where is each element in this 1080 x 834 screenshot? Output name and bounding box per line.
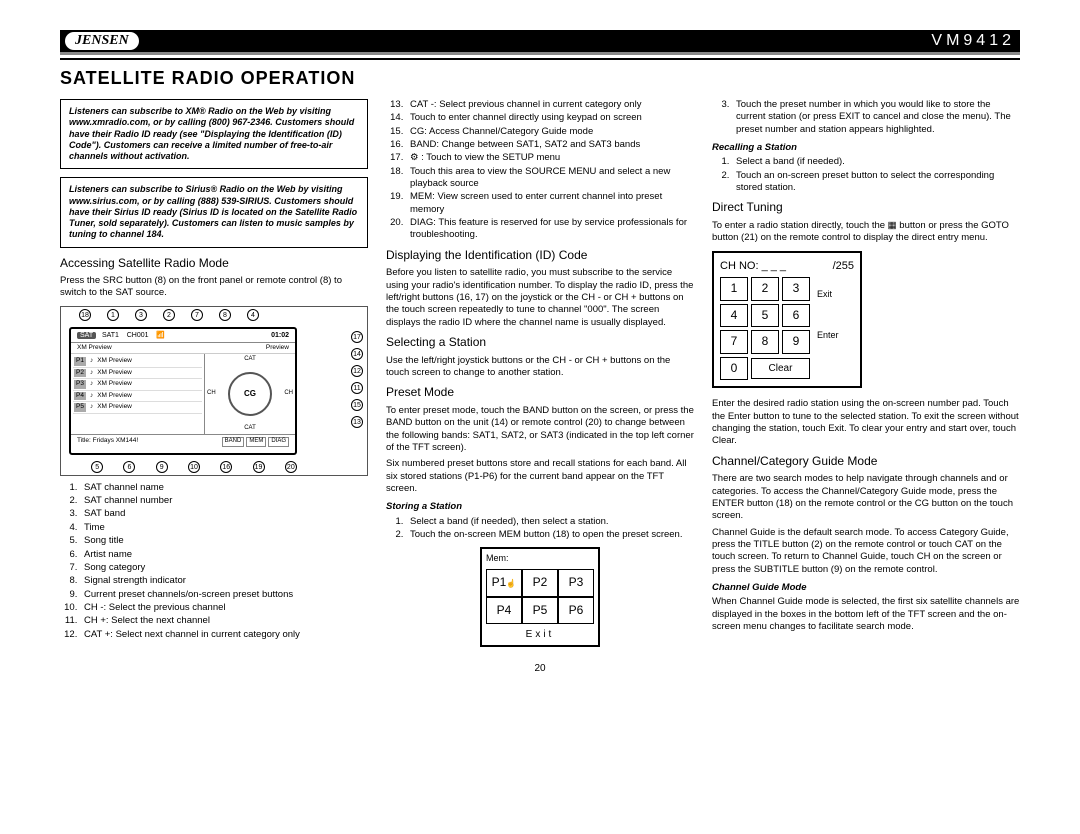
- p-preset-2: Six numbered preset buttons store and re…: [386, 458, 694, 495]
- heading-preset: Preset Mode: [386, 385, 694, 401]
- keypad-grid: 1 2 3 Exit 4 5 6 7 8 9 Enter 0 Clear: [720, 277, 854, 380]
- list-item: BAND: Change between SAT1, SAT2 and SAT3…: [406, 139, 694, 151]
- p-preset-1: To enter preset mode, touch the BAND but…: [386, 405, 694, 454]
- mem-p6[interactable]: P6: [558, 597, 594, 625]
- heading-id-code: Displaying the Identification (ID) Code: [386, 248, 694, 264]
- p-selecting: Use the left/right joystick buttons or t…: [386, 355, 694, 380]
- mem-title: Mem:: [486, 553, 594, 565]
- mem-grid: P1☝ P2 P3 P4 P5 P6: [486, 569, 594, 624]
- note-sirius: Listeners can subscribe to Sirius® Radio…: [60, 177, 368, 247]
- key-exit[interactable]: Exit: [813, 289, 854, 301]
- list-item: CH +: Select the next channel: [80, 615, 368, 627]
- column-1: Listeners can subscribe to XM® Radio on …: [60, 99, 368, 653]
- list-item: Select a band (if needed).: [732, 156, 1020, 168]
- mem-exit[interactable]: Exit: [486, 628, 594, 641]
- radio-diagram: 18132784 SAT SAT1 CH001 📶 01:02 XM Previ…: [60, 306, 368, 476]
- p-guide-2: Channel Guide is the default search mode…: [712, 527, 1020, 576]
- heading-ch-guide: Channel Guide Mode: [712, 582, 1020, 594]
- list-item: SAT channel number: [80, 495, 368, 507]
- p-id-code: Before you listen to satellite radio, yo…: [386, 267, 694, 329]
- list-item: CAT -: Select previous channel in curren…: [406, 99, 694, 111]
- callouts-right: 171412111513: [351, 331, 363, 428]
- list-item: SAT band: [80, 508, 368, 520]
- list-item: Signal strength indicator: [80, 575, 368, 587]
- list-item: Artist name: [80, 549, 368, 561]
- key-3[interactable]: 3: [782, 277, 810, 301]
- heading-selecting: Selecting a Station: [386, 335, 694, 351]
- logo: JENSEN: [65, 32, 139, 50]
- p-access: Press the SRC button (8) on the front pa…: [60, 275, 368, 300]
- p-keypad: Enter the desired radio station using th…: [712, 398, 1020, 447]
- list-item: Touch this area to view the SOURCE MENU …: [406, 166, 694, 191]
- list-item: DIAG: This feature is reserved for use b…: [406, 217, 694, 242]
- key-1[interactable]: 1: [720, 277, 748, 301]
- heading-storing: Storing a Station: [386, 501, 694, 513]
- column-3: Touch the preset number in which you wou…: [712, 99, 1020, 653]
- p-direct: To enter a radio station directly, touch…: [712, 220, 1020, 245]
- keypad-header: CH NO: _ _ _ /255: [720, 259, 854, 273]
- recall-list: Select a band (if needed). Touch an on-s…: [726, 156, 1020, 194]
- columns: Listeners can subscribe to XM® Radio on …: [60, 99, 1020, 653]
- header-bar: JENSEN VM9412: [60, 30, 1020, 52]
- list-item: Touch to enter channel directly using ke…: [406, 112, 694, 124]
- key-0[interactable]: 0: [720, 357, 748, 381]
- key-4[interactable]: 4: [720, 304, 748, 328]
- page-title: SATELLITE RADIO OPERATION: [60, 68, 1020, 89]
- list-item: Touch the on-screen MEM button (18) to o…: [406, 529, 694, 541]
- rule: [60, 58, 1020, 60]
- list-item: CH -: Select the previous channel: [80, 602, 368, 614]
- key-5[interactable]: 5: [751, 304, 779, 328]
- mem-p2[interactable]: P2: [522, 569, 558, 597]
- list-item: Select a band (if needed), then select a…: [406, 516, 694, 528]
- store-list: Select a band (if needed), then select a…: [400, 516, 694, 542]
- key-9[interactable]: 9: [782, 330, 810, 354]
- list-item: Song category: [80, 562, 368, 574]
- list-item: Song title: [80, 535, 368, 547]
- heading-recalling: Recalling a Station: [712, 142, 1020, 154]
- list-item: Time: [80, 522, 368, 534]
- key-6[interactable]: 6: [782, 304, 810, 328]
- list-item: CAT +: Select next channel in current ca…: [80, 629, 368, 641]
- key-7[interactable]: 7: [720, 330, 748, 354]
- key-2[interactable]: 2: [751, 277, 779, 301]
- list-item: Current preset channels/on-screen preset…: [80, 589, 368, 601]
- heading-access: Accessing Satellite Radio Mode: [60, 256, 368, 272]
- direct-keypad: CH NO: _ _ _ /255 1 2 3 Exit 4 5 6 7 8 9…: [712, 251, 862, 389]
- column-2: CAT -: Select previous channel in curren…: [386, 99, 694, 653]
- mem-p5[interactable]: P5: [522, 597, 558, 625]
- mem-preset-box: Mem: P1☝ P2 P3 P4 P5 P6 Exit: [480, 547, 600, 647]
- mem-p3[interactable]: P3: [558, 569, 594, 597]
- list-item: ⚙ : Touch to view the SETUP menu: [406, 152, 694, 164]
- key-clear[interactable]: Clear: [751, 358, 810, 379]
- p-guide-1: There are two search modes to help navig…: [712, 473, 1020, 522]
- heading-guide: Channel/Category Guide Mode: [712, 454, 1020, 470]
- list-item: SAT channel name: [80, 482, 368, 494]
- legend-list: SAT channel name SAT channel number SAT …: [74, 482, 368, 641]
- list-item: CG: Access Channel/Category Guide mode: [406, 126, 694, 138]
- page-number: 20: [60, 663, 1020, 674]
- diagram-screen: SAT SAT1 CH001 📶 01:02 XM PreviewPreview…: [69, 327, 297, 455]
- mem-p4[interactable]: P4: [486, 597, 522, 625]
- list-item: Touch an on-screen preset button to sele…: [732, 170, 1020, 195]
- list-item: Touch the preset number in which you wou…: [732, 99, 1020, 136]
- legend-list-cont: CAT -: Select previous channel in curren…: [400, 99, 694, 242]
- key-8[interactable]: 8: [751, 330, 779, 354]
- model-number: VM9412: [931, 32, 1015, 50]
- p-ch-guide: When Channel Guide mode is selected, the…: [712, 596, 1020, 633]
- list-item: MEM: View screen used to enter current c…: [406, 191, 694, 216]
- mem-p1[interactable]: P1☝: [486, 569, 522, 597]
- callouts-bottom: 56910161920: [81, 461, 307, 473]
- page-container: JENSEN VM9412 SATELLITE RADIO OPERATION …: [0, 0, 1080, 694]
- store-list-cont: Touch the preset number in which you wou…: [726, 99, 1020, 136]
- heading-direct: Direct Tuning: [712, 200, 1020, 216]
- callouts-top: 18132784: [71, 309, 267, 321]
- key-enter[interactable]: Enter: [813, 330, 854, 342]
- note-xm: Listeners can subscribe to XM® Radio on …: [60, 99, 368, 169]
- rule: [60, 52, 1020, 55]
